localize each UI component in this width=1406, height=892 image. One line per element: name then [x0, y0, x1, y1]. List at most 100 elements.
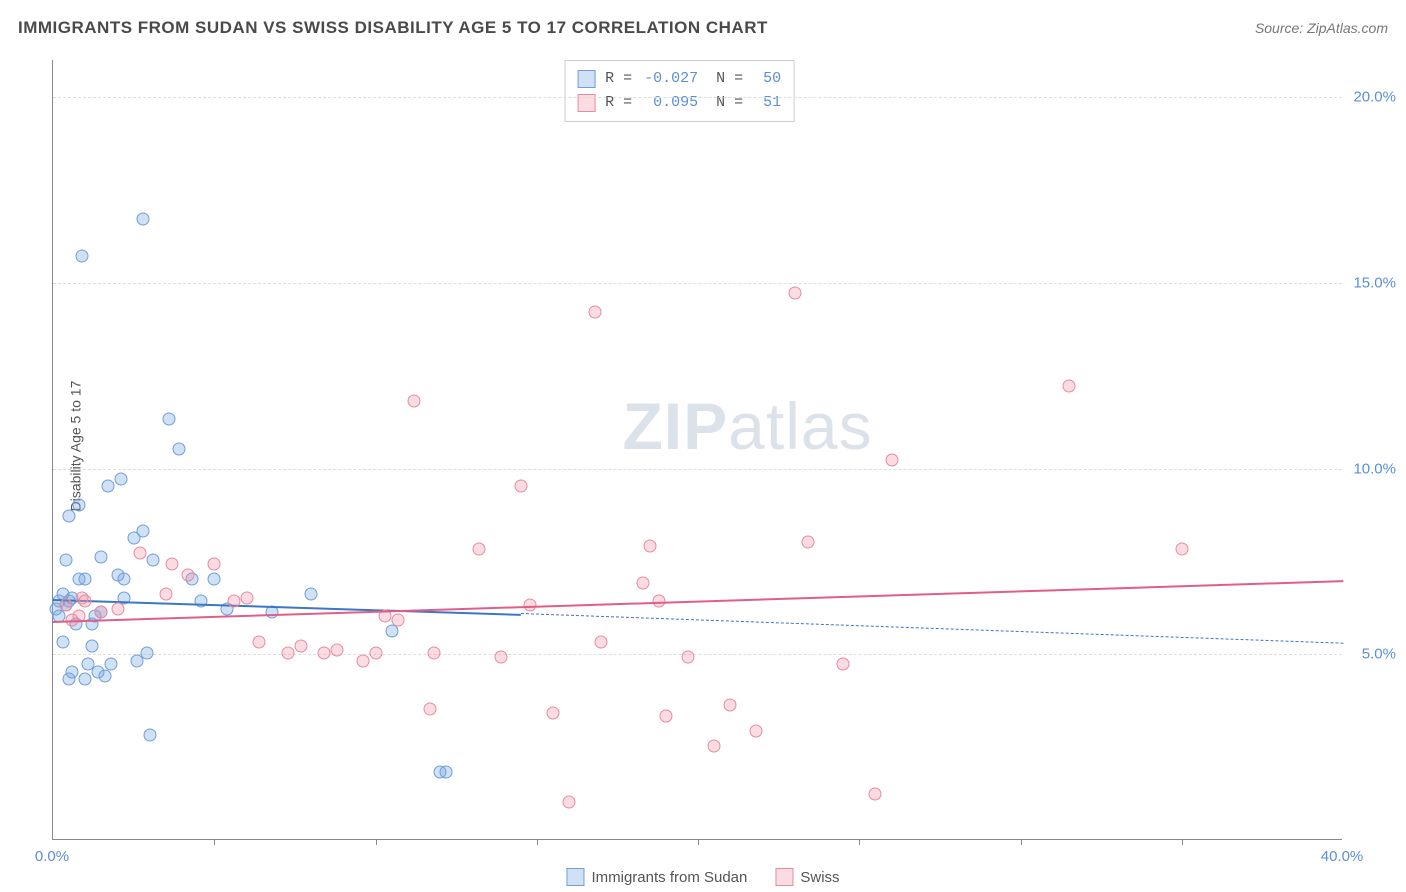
data-point	[79, 573, 92, 586]
data-point	[59, 599, 72, 612]
data-point	[134, 547, 147, 560]
data-point	[708, 740, 721, 753]
data-point	[637, 576, 650, 589]
x-tick-mark	[698, 839, 699, 845]
watermark: ZIPatlas	[622, 388, 872, 464]
data-point	[282, 647, 295, 660]
data-point	[427, 647, 440, 660]
data-point	[801, 535, 814, 548]
series-legend-label: Immigrants from Sudan	[591, 869, 747, 886]
y-tick-label: 10.0%	[1353, 460, 1396, 477]
source-label: Source: ZipAtlas.com	[1255, 20, 1388, 36]
legend-swatch	[775, 868, 793, 886]
data-point	[724, 699, 737, 712]
data-point	[240, 591, 253, 604]
x-tick-label: 40.0%	[1321, 848, 1364, 865]
data-point	[885, 454, 898, 467]
n-label: N =	[716, 91, 743, 115]
header: IMMIGRANTS FROM SUDAN VS SWISS DISABILIT…	[18, 18, 1388, 48]
data-point	[408, 394, 421, 407]
watermark-part1: ZIP	[622, 389, 728, 463]
r-value: 0.095	[642, 91, 698, 115]
data-point	[305, 587, 318, 600]
data-point	[95, 606, 108, 619]
data-point	[440, 766, 453, 779]
x-tick-mark	[214, 839, 215, 845]
data-point	[1175, 543, 1188, 556]
data-point	[163, 413, 176, 426]
correlation-row: R = -0.027 N = 50	[577, 67, 781, 91]
gridline	[53, 469, 1342, 470]
data-point	[208, 558, 221, 571]
data-point	[682, 651, 695, 664]
data-point	[295, 639, 308, 652]
data-point	[253, 636, 266, 649]
data-point	[59, 554, 72, 567]
data-point	[495, 651, 508, 664]
data-point	[146, 554, 159, 567]
data-point	[172, 443, 185, 456]
series-legend: Immigrants from Sudan Swiss	[566, 868, 839, 886]
data-point	[563, 795, 576, 808]
data-point	[208, 573, 221, 586]
data-point	[392, 613, 405, 626]
trend-line	[521, 613, 1343, 644]
data-point	[546, 706, 559, 719]
correlation-legend: R = -0.027 N = 50 R = 0.095 N = 51	[564, 60, 794, 122]
data-point	[105, 658, 118, 671]
data-point	[143, 729, 156, 742]
data-point	[1062, 379, 1075, 392]
data-point	[837, 658, 850, 671]
data-point	[643, 539, 656, 552]
gridline	[53, 654, 1342, 655]
data-point	[588, 305, 601, 318]
r-label: R =	[605, 91, 632, 115]
data-point	[227, 595, 240, 608]
data-point	[330, 643, 343, 656]
x-tick-mark	[1021, 839, 1022, 845]
data-point	[182, 569, 195, 582]
y-tick-label: 20.0%	[1353, 89, 1396, 106]
data-point	[137, 524, 150, 537]
data-point	[66, 665, 79, 678]
x-tick-mark	[859, 839, 860, 845]
r-value: -0.027	[642, 67, 698, 91]
data-point	[385, 625, 398, 638]
data-point	[76, 249, 89, 262]
data-point	[659, 710, 672, 723]
data-point	[111, 602, 124, 615]
data-point	[472, 543, 485, 556]
correlation-row: R = 0.095 N = 51	[577, 91, 781, 115]
data-point	[595, 636, 608, 649]
data-point	[117, 573, 130, 586]
data-point	[356, 654, 369, 667]
x-tick-mark	[376, 839, 377, 845]
data-point	[95, 550, 108, 563]
y-tick-label: 15.0%	[1353, 274, 1396, 291]
chart-title: IMMIGRANTS FROM SUDAN VS SWISS DISABILIT…	[18, 18, 768, 37]
watermark-part2: atlas	[728, 389, 872, 463]
legend-swatch	[577, 70, 595, 88]
x-tick-label: 0.0%	[35, 848, 69, 865]
data-point	[159, 587, 172, 600]
data-point	[72, 498, 85, 511]
data-point	[98, 669, 111, 682]
data-point	[369, 647, 382, 660]
data-point	[63, 509, 76, 522]
data-point	[750, 725, 763, 738]
data-point	[788, 287, 801, 300]
n-value: 51	[753, 91, 781, 115]
x-tick-mark	[537, 839, 538, 845]
data-point	[137, 212, 150, 225]
scatter-plot: ZIPatlas R = -0.027 N = 50 R = 0.095 N = 51	[52, 60, 1342, 840]
data-point	[85, 639, 98, 652]
series-legend-label: Swiss	[800, 869, 839, 886]
n-value: 50	[753, 67, 781, 91]
data-point	[317, 647, 330, 660]
r-label: R =	[605, 67, 632, 91]
y-tick-label: 5.0%	[1362, 646, 1396, 663]
data-point	[869, 788, 882, 801]
n-label: N =	[716, 67, 743, 91]
data-point	[140, 647, 153, 660]
legend-swatch	[566, 868, 584, 886]
